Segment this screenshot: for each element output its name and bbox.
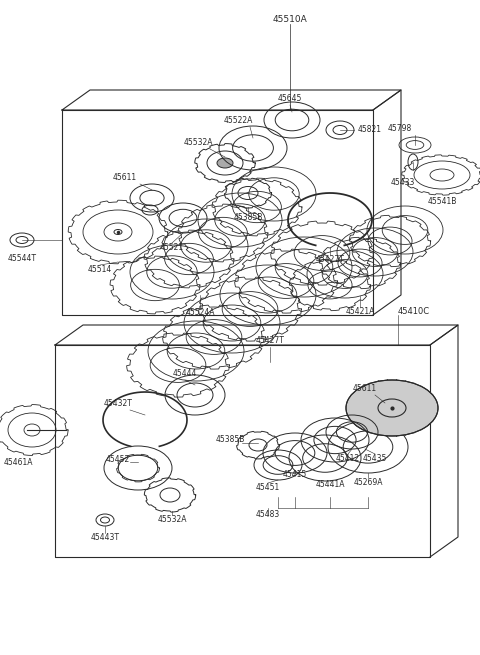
Text: 45645: 45645 bbox=[278, 94, 302, 103]
Text: 45385B: 45385B bbox=[216, 436, 245, 445]
Text: 45544T: 45544T bbox=[8, 254, 36, 263]
Text: 45269A: 45269A bbox=[353, 478, 383, 487]
Text: 45798: 45798 bbox=[388, 124, 412, 133]
Text: 45521: 45521 bbox=[160, 243, 184, 252]
Text: 45532A: 45532A bbox=[157, 515, 187, 524]
Text: 45427T: 45427T bbox=[315, 255, 345, 264]
Text: 45611: 45611 bbox=[113, 173, 137, 182]
Text: 45611: 45611 bbox=[353, 384, 377, 393]
Text: 45452: 45452 bbox=[106, 455, 130, 464]
Ellipse shape bbox=[346, 380, 438, 436]
Text: 45510A: 45510A bbox=[273, 15, 307, 24]
Text: 45514: 45514 bbox=[88, 265, 112, 274]
Text: 45532A: 45532A bbox=[183, 138, 213, 147]
Text: 45451: 45451 bbox=[256, 483, 280, 492]
Text: 45410C: 45410C bbox=[398, 307, 430, 316]
Text: 45412: 45412 bbox=[336, 454, 360, 463]
Text: 45444: 45444 bbox=[173, 369, 197, 378]
Text: 45415: 45415 bbox=[283, 470, 307, 479]
Text: 45427T: 45427T bbox=[255, 336, 285, 345]
Text: 45435: 45435 bbox=[363, 454, 387, 463]
Text: 45421A: 45421A bbox=[345, 307, 375, 316]
Text: 45433: 45433 bbox=[391, 178, 415, 187]
Text: 45461A: 45461A bbox=[3, 458, 33, 467]
Text: 45385B: 45385B bbox=[233, 213, 263, 222]
Text: 45541B: 45541B bbox=[427, 197, 456, 206]
Text: 45441A: 45441A bbox=[315, 480, 345, 489]
Text: 45483: 45483 bbox=[256, 510, 280, 519]
Text: 45443T: 45443T bbox=[91, 533, 120, 542]
Text: 45524A: 45524A bbox=[185, 308, 215, 317]
Ellipse shape bbox=[217, 158, 233, 168]
Text: 45821: 45821 bbox=[358, 126, 382, 134]
Text: 45432T: 45432T bbox=[104, 399, 132, 408]
Text: 45522A: 45522A bbox=[223, 116, 252, 125]
